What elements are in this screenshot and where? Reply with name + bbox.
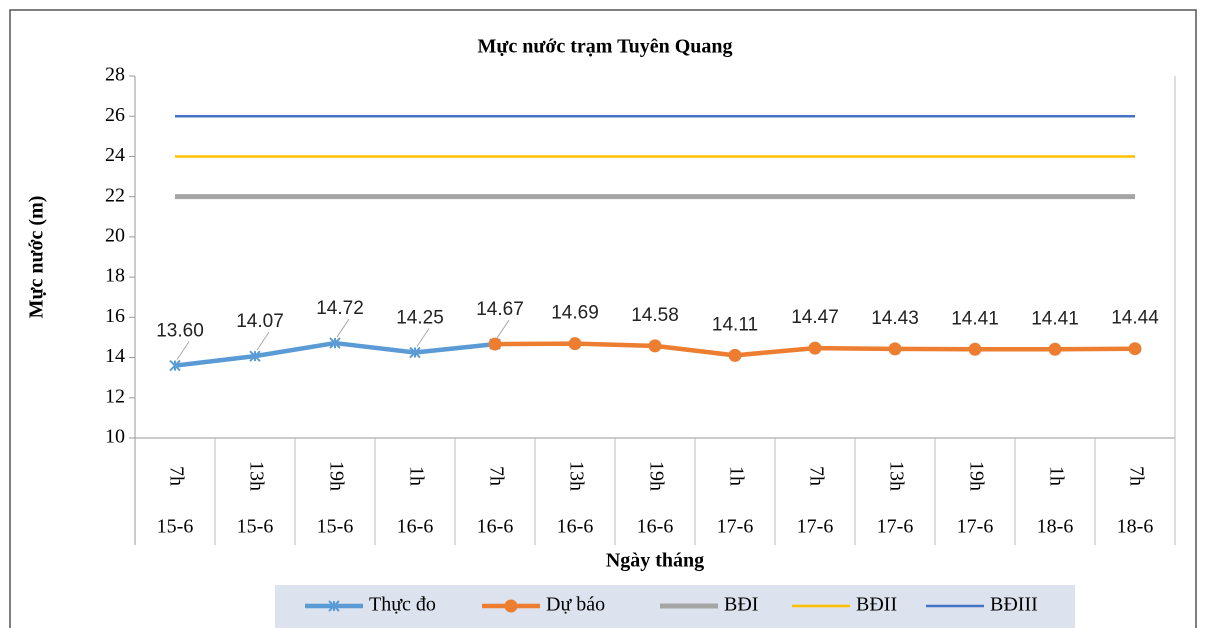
x-group-label: 15-6 bbox=[237, 516, 274, 538]
data-label: 14.41 bbox=[1031, 308, 1079, 329]
x-tick-label: 19h bbox=[325, 461, 347, 491]
label-leader bbox=[416, 328, 430, 347]
x-tick-label: 7h bbox=[1125, 466, 1147, 486]
data-label: 14.58 bbox=[631, 305, 679, 326]
x-group-label: 17-6 bbox=[957, 516, 994, 538]
x-tick-label: 13h bbox=[245, 461, 267, 491]
x-group-label: 16-6 bbox=[557, 516, 594, 538]
label-leader bbox=[176, 341, 190, 360]
legend-label: BĐIII bbox=[990, 594, 1038, 616]
y-tick-label: 18 bbox=[105, 265, 125, 287]
x-group-label: 15-6 bbox=[317, 516, 354, 538]
data-label: 14.69 bbox=[551, 303, 599, 324]
x-tick-label: 7h bbox=[485, 466, 507, 486]
data-label: 14.47 bbox=[791, 307, 839, 328]
y-axis-label: Mực nước (m) bbox=[26, 196, 48, 319]
data-label: 14.44 bbox=[1111, 308, 1159, 329]
y-tick-label: 12 bbox=[105, 385, 125, 407]
marker-star bbox=[329, 337, 341, 349]
marker-circle bbox=[568, 337, 582, 351]
y-tick-label: 20 bbox=[105, 224, 125, 246]
x-group-label: 16-6 bbox=[637, 516, 674, 538]
marker-star bbox=[169, 359, 181, 372]
x-group-label: 17-6 bbox=[877, 516, 914, 538]
x-tick-label: 7h bbox=[805, 466, 827, 486]
y-tick-label: 22 bbox=[105, 184, 125, 206]
marker-circle bbox=[728, 348, 742, 362]
x-group-label: 16-6 bbox=[477, 516, 514, 538]
x-tick-label: 7h bbox=[165, 466, 187, 486]
x-group-label: 15-6 bbox=[157, 516, 194, 538]
x-group-label: 18-6 bbox=[1037, 516, 1074, 538]
x-tick-label: 1h bbox=[725, 466, 747, 486]
data-label: 14.41 bbox=[951, 308, 999, 329]
chart-frame bbox=[9, 9, 1197, 628]
data-label: 14.72 bbox=[316, 298, 364, 319]
y-tick-label: 28 bbox=[105, 64, 125, 86]
x-tick-label: 19h bbox=[645, 461, 667, 491]
y-tick-label: 26 bbox=[105, 104, 125, 126]
x-group-label: 18-6 bbox=[1117, 516, 1154, 538]
marker-star bbox=[409, 346, 421, 359]
label-leader bbox=[256, 331, 270, 351]
x-axis-label: Ngày tháng bbox=[606, 550, 704, 572]
marker-circle bbox=[808, 341, 822, 355]
x-tick-label: 19h bbox=[965, 461, 987, 491]
legend-label: BĐII bbox=[856, 594, 897, 616]
x-group-label: 16-6 bbox=[397, 516, 434, 538]
x-tick-label: 13h bbox=[885, 461, 907, 491]
data-label: 14.07 bbox=[236, 311, 284, 332]
data-label: 14.11 bbox=[712, 314, 758, 335]
x-tick-label: 13h bbox=[565, 461, 587, 491]
x-tick-label: 1h bbox=[405, 466, 427, 486]
marker-circle bbox=[648, 339, 662, 353]
legend-label: Dự báo bbox=[546, 594, 605, 616]
y-tick-label: 16 bbox=[105, 305, 125, 327]
marker-circle bbox=[1128, 342, 1142, 356]
y-tick-label: 24 bbox=[105, 144, 125, 166]
x-group-label: 17-6 bbox=[717, 516, 754, 538]
marker-star bbox=[328, 600, 340, 612]
label-leader bbox=[496, 319, 510, 339]
chart-title: Mực nước trạm Tuyên Quang bbox=[477, 36, 732, 58]
label-leader bbox=[336, 318, 350, 338]
y-tick-label: 10 bbox=[105, 426, 125, 448]
marker-circle bbox=[968, 342, 982, 356]
data-label: 14.67 bbox=[476, 299, 524, 320]
data-label: 13.60 bbox=[156, 321, 204, 342]
data-label: 14.25 bbox=[396, 308, 444, 329]
marker-circle bbox=[888, 342, 902, 356]
y-tick-label: 14 bbox=[105, 345, 125, 367]
marker-circle bbox=[504, 599, 518, 613]
x-group-label: 17-6 bbox=[797, 516, 834, 538]
marker-star bbox=[249, 350, 261, 362]
data-label: 14.43 bbox=[871, 308, 919, 329]
legend-label: Thực đo bbox=[369, 594, 436, 616]
marker-circle bbox=[1048, 342, 1062, 356]
x-tick-label: 1h bbox=[1045, 466, 1067, 486]
marker-circle bbox=[488, 337, 502, 351]
legend-label: BĐI bbox=[724, 594, 758, 616]
